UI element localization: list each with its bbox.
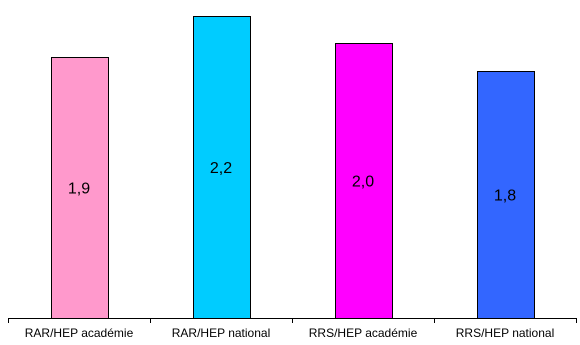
bar bbox=[193, 16, 251, 319]
value-labels-group: 1,9 2,2 2,0 1,8 bbox=[68, 160, 516, 204]
bar-value-label: 1,8 bbox=[494, 187, 516, 204]
bars-group bbox=[51, 16, 535, 319]
x-ticks-group bbox=[8, 318, 577, 323]
bar bbox=[477, 71, 535, 319]
bar-value-label: 2,2 bbox=[210, 160, 232, 177]
x-tick-label: RRS/HEP national bbox=[456, 326, 555, 340]
bar bbox=[51, 57, 109, 319]
x-tick-label: RAR/HEP national bbox=[172, 326, 271, 340]
x-tick-labels-group: RAR/HEP académie RAR/HEP national RRS/HEP … bbox=[25, 326, 555, 340]
bar bbox=[335, 43, 393, 319]
bar-value-label: 2,0 bbox=[352, 174, 374, 191]
x-tick-label: RAR/HEP académie bbox=[25, 326, 134, 340]
bar-value-label: 1,9 bbox=[68, 180, 90, 197]
x-tick-label: RRS/HEP académie bbox=[309, 326, 418, 340]
